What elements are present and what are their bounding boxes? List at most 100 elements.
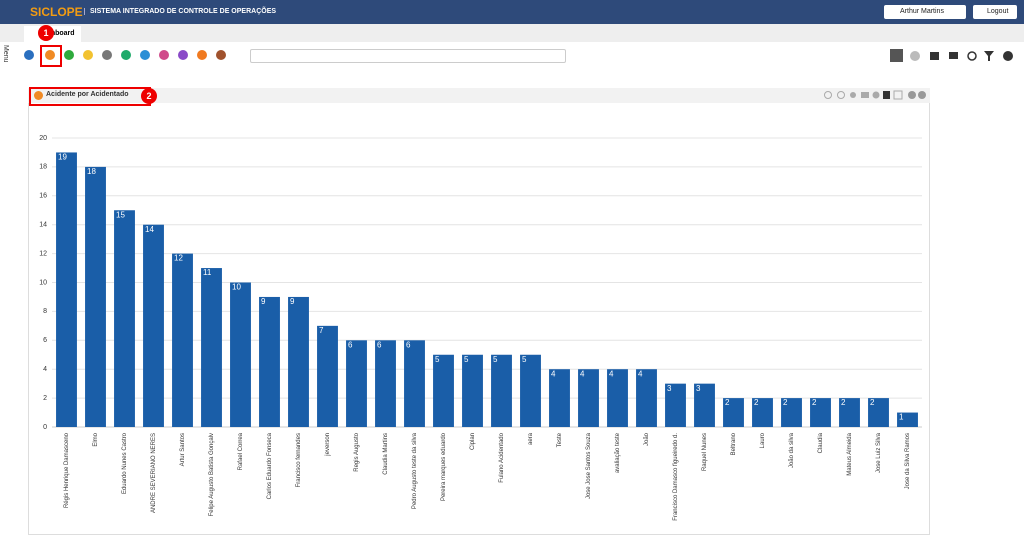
bar bbox=[201, 268, 222, 427]
system-name: SISTEMA INTEGRADO DE CONTROLE DE OPERAÇÕ… bbox=[84, 8, 276, 15]
tool-icon[interactable] bbox=[850, 92, 856, 98]
x-tick-label: Fulano Acidentado bbox=[499, 432, 505, 482]
bar bbox=[172, 253, 193, 427]
tool-icon[interactable] bbox=[837, 91, 845, 99]
app-name[interactable]: SICLOPE bbox=[30, 5, 83, 19]
bar bbox=[85, 166, 106, 427]
panel-title: Acidente por Acidentado bbox=[46, 91, 129, 98]
value-label: 1 bbox=[899, 413, 904, 422]
x-tick-label: Jose Luiz Silva bbox=[876, 432, 882, 473]
bar bbox=[781, 398, 802, 427]
close-icon[interactable] bbox=[918, 91, 926, 99]
x-tick-label: Ciplan bbox=[470, 433, 476, 450]
value-label: 2 bbox=[812, 398, 817, 407]
y-tick-label: 10 bbox=[39, 279, 47, 286]
tool-icon[interactable] bbox=[824, 91, 832, 99]
filter-icon[interactable] bbox=[197, 50, 207, 60]
y-tick-label: 16 bbox=[39, 193, 47, 200]
bar bbox=[317, 325, 338, 427]
value-label: 9 bbox=[290, 297, 295, 306]
bar bbox=[897, 412, 918, 427]
close-icon[interactable] bbox=[890, 49, 903, 62]
value-label: 5 bbox=[464, 355, 469, 364]
x-tick-label: Claudia bbox=[818, 432, 824, 453]
value-label: 4 bbox=[551, 369, 556, 378]
bar bbox=[143, 224, 164, 427]
y-tick-label: 18 bbox=[39, 164, 47, 171]
bar bbox=[607, 369, 628, 427]
bar bbox=[375, 340, 396, 427]
x-tick-label: Rafael Correa bbox=[238, 432, 244, 470]
filter-icon[interactable] bbox=[984, 51, 994, 61]
bar bbox=[230, 282, 251, 427]
filter-icon[interactable] bbox=[45, 50, 55, 60]
filter-icon[interactable] bbox=[121, 50, 131, 60]
y-tick-label: 6 bbox=[43, 337, 47, 344]
value-label: 2 bbox=[725, 398, 730, 407]
refresh-icon[interactable] bbox=[967, 51, 977, 61]
value-label: 7 bbox=[319, 326, 324, 335]
bar bbox=[520, 354, 541, 427]
icon[interactable] bbox=[949, 52, 958, 59]
download-icon[interactable] bbox=[883, 91, 890, 99]
filter-icon[interactable] bbox=[83, 50, 93, 60]
value-label: 3 bbox=[696, 384, 701, 393]
x-tick-label: João bbox=[644, 432, 650, 446]
x-tick-label: ANDRE SEVERIANO NERES bbox=[151, 433, 157, 513]
x-tick-label: Régis Henrique Damasceno bbox=[64, 432, 70, 508]
x-tick-label: Raquel Nunes bbox=[702, 433, 708, 471]
minimize-icon[interactable] bbox=[908, 91, 916, 99]
value-label: 18 bbox=[87, 167, 96, 176]
value-label: 4 bbox=[580, 369, 585, 378]
search-box[interactable] bbox=[250, 49, 566, 63]
tool-icon[interactable] bbox=[893, 90, 903, 100]
value-label: 2 bbox=[841, 398, 846, 407]
menu-toggle[interactable]: Menu bbox=[2, 45, 9, 63]
x-tick-label: Francisco Damasco figueiredo d. bbox=[673, 433, 679, 521]
chart-icon[interactable] bbox=[930, 52, 939, 60]
value-label: 10 bbox=[232, 283, 241, 292]
tool-icon[interactable] bbox=[861, 92, 869, 98]
y-tick-label: 2 bbox=[43, 395, 47, 402]
value-label: 5 bbox=[493, 355, 498, 364]
bar bbox=[491, 354, 512, 427]
value-label: 19 bbox=[58, 153, 67, 162]
x-tick-label: jeverson bbox=[325, 433, 331, 457]
y-tick-label: 0 bbox=[43, 424, 47, 431]
x-tick-label: Lauro bbox=[760, 432, 766, 448]
filter-icon[interactable] bbox=[140, 50, 150, 60]
value-label: 4 bbox=[609, 369, 614, 378]
annotation-badge: 2 bbox=[141, 88, 157, 104]
bar bbox=[665, 383, 686, 427]
filter-icon[interactable] bbox=[24, 50, 34, 60]
x-tick-label: Elmo bbox=[93, 432, 99, 446]
bar bbox=[868, 398, 889, 427]
x-tick-label: Felipe Augusto Batista Gonçalv bbox=[209, 433, 215, 516]
value-label: 12 bbox=[174, 254, 183, 263]
value-label: 15 bbox=[116, 210, 125, 219]
value-label: 2 bbox=[783, 398, 788, 407]
x-tick-label: Regis Augusto bbox=[354, 432, 360, 471]
filter-icon[interactable] bbox=[159, 50, 169, 60]
logout-button[interactable]: Logout bbox=[973, 5, 1017, 19]
filter-icon[interactable] bbox=[216, 50, 226, 60]
bar bbox=[752, 398, 773, 427]
value-label: 6 bbox=[348, 340, 353, 349]
top-bar bbox=[0, 0, 1024, 24]
filter-icon[interactable] bbox=[102, 50, 112, 60]
bar bbox=[578, 369, 599, 427]
bar bbox=[259, 296, 280, 427]
help-icon[interactable] bbox=[1003, 51, 1013, 61]
value-label: 4 bbox=[638, 369, 643, 378]
y-tick-label: 14 bbox=[39, 222, 47, 229]
user-menu[interactable]: Arthur Martins bbox=[884, 5, 966, 19]
icon[interactable] bbox=[910, 51, 920, 61]
bar bbox=[549, 369, 570, 427]
filter-icon[interactable] bbox=[64, 50, 74, 60]
x-tick-label: Francisco fernandes bbox=[296, 433, 302, 487]
y-tick-label: 4 bbox=[43, 366, 47, 373]
y-tick-label: 12 bbox=[39, 250, 47, 257]
tool-icon[interactable] bbox=[872, 91, 880, 99]
filter-icon[interactable] bbox=[178, 50, 188, 60]
